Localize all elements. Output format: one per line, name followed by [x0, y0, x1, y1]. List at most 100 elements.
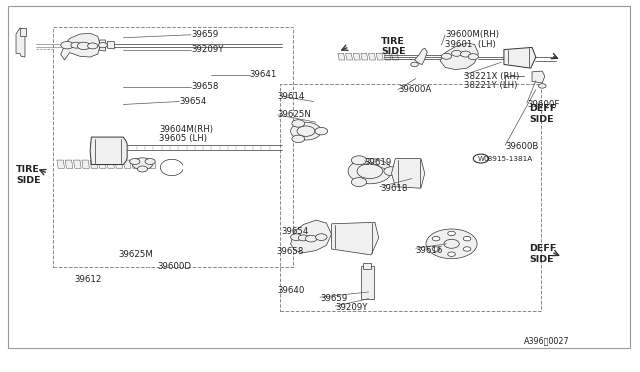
- Text: W: W: [477, 155, 484, 161]
- Circle shape: [468, 54, 478, 60]
- Text: 39640: 39640: [278, 286, 305, 295]
- Polygon shape: [61, 33, 100, 60]
- Circle shape: [77, 42, 90, 49]
- Text: DEFF
SIDE: DEFF SIDE: [529, 244, 557, 264]
- Polygon shape: [99, 160, 106, 168]
- Circle shape: [292, 135, 305, 142]
- Text: 39605 (LH): 39605 (LH): [159, 134, 207, 143]
- Polygon shape: [57, 160, 65, 168]
- Polygon shape: [107, 160, 115, 168]
- Circle shape: [291, 234, 302, 240]
- Polygon shape: [16, 28, 25, 57]
- Polygon shape: [115, 160, 123, 168]
- Polygon shape: [148, 160, 156, 168]
- Text: 39625M: 39625M: [118, 250, 153, 259]
- Circle shape: [384, 167, 399, 176]
- Polygon shape: [74, 160, 81, 168]
- Text: 38221Y (LH): 38221Y (LH): [465, 81, 518, 90]
- Polygon shape: [353, 53, 360, 60]
- Circle shape: [448, 252, 456, 256]
- Circle shape: [292, 120, 305, 127]
- Circle shape: [71, 42, 81, 48]
- Circle shape: [432, 236, 440, 241]
- Circle shape: [351, 178, 367, 186]
- Text: TIRE
SIDE: TIRE SIDE: [381, 37, 406, 56]
- Circle shape: [432, 247, 440, 251]
- Text: 39625N: 39625N: [278, 110, 312, 119]
- Polygon shape: [108, 41, 115, 49]
- Circle shape: [461, 51, 470, 57]
- Polygon shape: [384, 53, 391, 60]
- Text: 39601  (LH): 39601 (LH): [445, 40, 496, 49]
- Text: 38221X (RH): 38221X (RH): [465, 72, 520, 81]
- Text: 39654: 39654: [282, 227, 309, 237]
- Bar: [364, 263, 371, 269]
- Polygon shape: [504, 47, 536, 68]
- Bar: [53, 27, 292, 267]
- Polygon shape: [392, 53, 399, 60]
- Text: 39619: 39619: [365, 158, 392, 167]
- Text: 39641: 39641: [250, 70, 277, 79]
- Polygon shape: [532, 71, 545, 83]
- Text: DEFF
SIDE: DEFF SIDE: [529, 105, 557, 124]
- Polygon shape: [132, 160, 140, 168]
- Text: 39604M(RH): 39604M(RH): [159, 125, 213, 134]
- Circle shape: [145, 158, 156, 164]
- Circle shape: [132, 158, 153, 170]
- Circle shape: [426, 229, 477, 259]
- Polygon shape: [65, 160, 73, 168]
- Text: 39658: 39658: [191, 82, 218, 91]
- Circle shape: [442, 53, 452, 59]
- Polygon shape: [346, 53, 353, 60]
- Text: 39659: 39659: [320, 294, 348, 303]
- Circle shape: [452, 50, 462, 56]
- Circle shape: [297, 126, 315, 137]
- Bar: [20, 28, 26, 36]
- Circle shape: [348, 158, 392, 184]
- Circle shape: [444, 239, 460, 248]
- Circle shape: [357, 164, 383, 179]
- Polygon shape: [82, 160, 90, 168]
- Circle shape: [315, 128, 328, 135]
- Polygon shape: [90, 160, 98, 168]
- Circle shape: [99, 42, 108, 48]
- Circle shape: [298, 235, 308, 241]
- Circle shape: [463, 247, 471, 251]
- Bar: [361, 266, 374, 299]
- Circle shape: [463, 236, 471, 241]
- Circle shape: [351, 156, 367, 165]
- Polygon shape: [124, 160, 131, 168]
- Circle shape: [305, 235, 317, 242]
- Polygon shape: [369, 53, 376, 60]
- Polygon shape: [332, 222, 379, 255]
- Circle shape: [538, 84, 546, 88]
- Text: 39600B: 39600B: [505, 142, 539, 151]
- Text: 08915-1381A: 08915-1381A: [483, 155, 532, 161]
- Text: 39600A: 39600A: [398, 85, 431, 94]
- Polygon shape: [338, 53, 345, 60]
- Text: 39612: 39612: [75, 275, 102, 284]
- Text: 39616: 39616: [416, 246, 443, 255]
- Polygon shape: [90, 137, 127, 164]
- Polygon shape: [361, 53, 368, 60]
- Polygon shape: [440, 43, 478, 70]
- Circle shape: [316, 234, 327, 240]
- Circle shape: [61, 41, 74, 49]
- Circle shape: [130, 158, 140, 164]
- Text: 39659: 39659: [191, 30, 218, 39]
- Circle shape: [411, 62, 419, 67]
- Polygon shape: [392, 158, 425, 188]
- Text: 39209Y: 39209Y: [191, 45, 223, 54]
- Bar: [280, 84, 541, 311]
- Text: 39209Y: 39209Y: [335, 303, 368, 312]
- Circle shape: [448, 231, 456, 235]
- Text: 39658: 39658: [276, 247, 304, 256]
- Polygon shape: [376, 53, 383, 60]
- Polygon shape: [291, 220, 332, 253]
- Circle shape: [138, 166, 148, 172]
- Text: 39618: 39618: [380, 185, 408, 193]
- Text: 39600M(RH): 39600M(RH): [445, 30, 499, 39]
- Text: TIRE
SIDE: TIRE SIDE: [16, 165, 41, 185]
- Text: 39614: 39614: [278, 92, 305, 101]
- Circle shape: [88, 43, 98, 49]
